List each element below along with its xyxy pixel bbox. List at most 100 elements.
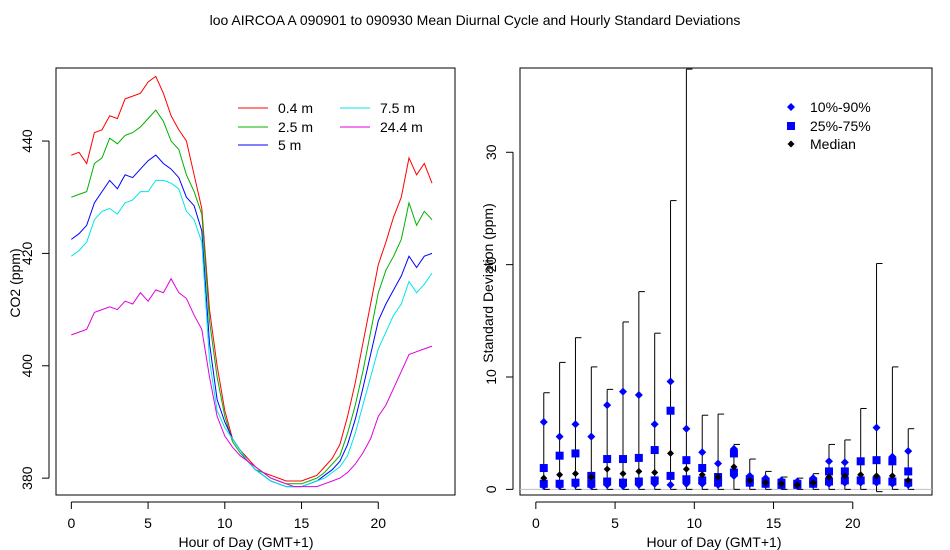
left-plot-frame (55, 67, 456, 496)
p90-diamond (571, 420, 580, 429)
left-x-tick-label: 0 (67, 515, 75, 531)
right-legend: 10%-90% 25%-75% Median (787, 99, 871, 152)
median-diamond (904, 476, 912, 484)
right-x-axis-title: Hour of Day (GMT+1) (647, 534, 782, 550)
p75-square (840, 467, 849, 476)
right-plot-frame (519, 67, 933, 496)
left-x-tick-label: 5 (144, 515, 152, 531)
stddev-hour-group (888, 366, 899, 490)
right-y-tick-label: 0 (483, 485, 499, 493)
median-diamond (857, 471, 865, 479)
left-x-tick-label: 10 (217, 515, 233, 531)
p75-square (539, 464, 548, 473)
stddev-hour-group (809, 473, 820, 490)
p90-diamond (904, 447, 913, 456)
median-diamond (571, 470, 579, 478)
median-diamond (809, 479, 817, 487)
p75-square (904, 467, 913, 476)
median-diamond (603, 465, 611, 473)
median-diamond (825, 473, 833, 481)
stddev-hour-group (571, 337, 582, 490)
p25-square (666, 471, 675, 480)
p75-square (856, 457, 865, 466)
stddev-hour-group (666, 200, 677, 490)
median-diamond (714, 473, 722, 481)
co2-series-line-7-5-m (71, 179, 433, 488)
legend-p10-90-marker (787, 103, 795, 111)
stddev-hour-group (793, 477, 804, 491)
legend-label: 10%-90% (810, 99, 871, 115)
median-diamond (698, 471, 706, 479)
stddev-hour-group (777, 476, 788, 491)
stddev-hour-group (761, 470, 772, 490)
stddev-hour-group (555, 361, 566, 491)
p25-square (587, 479, 596, 488)
median-diamond (619, 470, 627, 478)
median-diamond (556, 471, 564, 479)
right-x-tick-label: 10 (687, 515, 703, 531)
right-x-tick-label: 20 (845, 515, 861, 531)
p25-square (539, 479, 548, 488)
p25-square (603, 477, 612, 486)
right-x-tick-label: 15 (766, 515, 782, 531)
p90-diamond (872, 423, 881, 432)
p90-diamond (650, 420, 659, 429)
p90-diamond (634, 390, 643, 399)
p25-square (825, 477, 833, 486)
stddev-hour-group (698, 414, 709, 490)
p25-square (555, 479, 564, 488)
legend-label: 2.5 m (278, 119, 313, 135)
p75-square (825, 467, 833, 476)
stddev-hour-group (619, 321, 629, 491)
p90-diamond (682, 424, 691, 433)
co2-series-line-0-4-m (71, 75, 433, 482)
median-diamond (587, 473, 595, 481)
p75-square (888, 457, 897, 466)
p75-square (872, 456, 881, 465)
p10-diamond (666, 480, 675, 489)
stddev-hour-group (825, 443, 835, 490)
p90-diamond (666, 377, 675, 386)
left-y-tick-label: 380 (19, 466, 35, 490)
median-diamond (777, 480, 785, 488)
left-y-tick-label: 420 (19, 242, 35, 266)
p25-square (888, 477, 897, 486)
p90-diamond (603, 401, 612, 410)
stddev-hour-group (650, 332, 661, 490)
p25-square (714, 478, 723, 487)
median-diamond (873, 472, 881, 480)
stddev-hour-group (634, 291, 645, 490)
stddev-hour-group (587, 366, 598, 491)
right-y-axis-title: Standard Deviation (ppm) (480, 203, 496, 363)
p90-diamond (825, 457, 833, 466)
p75-square (619, 455, 627, 464)
p90-diamond (539, 417, 548, 426)
p75-square (698, 464, 707, 473)
legend-p25-75-marker (787, 122, 795, 130)
stddev-panel: Hour of Day (GMT+1) Standard Deviation (… (480, 67, 933, 550)
stddev-hour-group (840, 439, 851, 490)
p75-square (650, 446, 659, 455)
p25-square (634, 477, 643, 486)
legend-label: 25%-75% (810, 118, 871, 134)
stddev-hour-group (745, 458, 756, 490)
median-diamond (635, 467, 643, 475)
median-diamond (762, 479, 770, 487)
p25-square (840, 476, 849, 485)
p90-diamond (698, 448, 707, 457)
right-y-tick-label: 10 (483, 369, 499, 385)
median-diamond (730, 463, 738, 471)
right-x-tick-label: 0 (532, 515, 540, 531)
left-y-axis-title: CO2 (ppm) (7, 248, 23, 317)
p25-square (682, 475, 691, 484)
right-y-tick-label: 20 (483, 257, 499, 273)
stddev-hour-group (539, 392, 550, 491)
p90-diamond (714, 459, 723, 468)
median-diamond (793, 481, 801, 489)
left-legend: 0.4 m 2.5 m 5 m 7.5 m 24.4 m (238, 100, 423, 153)
stddev-hour-group (904, 428, 915, 490)
stddev-hour-group (714, 413, 725, 490)
stddev-hour-group (872, 263, 883, 493)
